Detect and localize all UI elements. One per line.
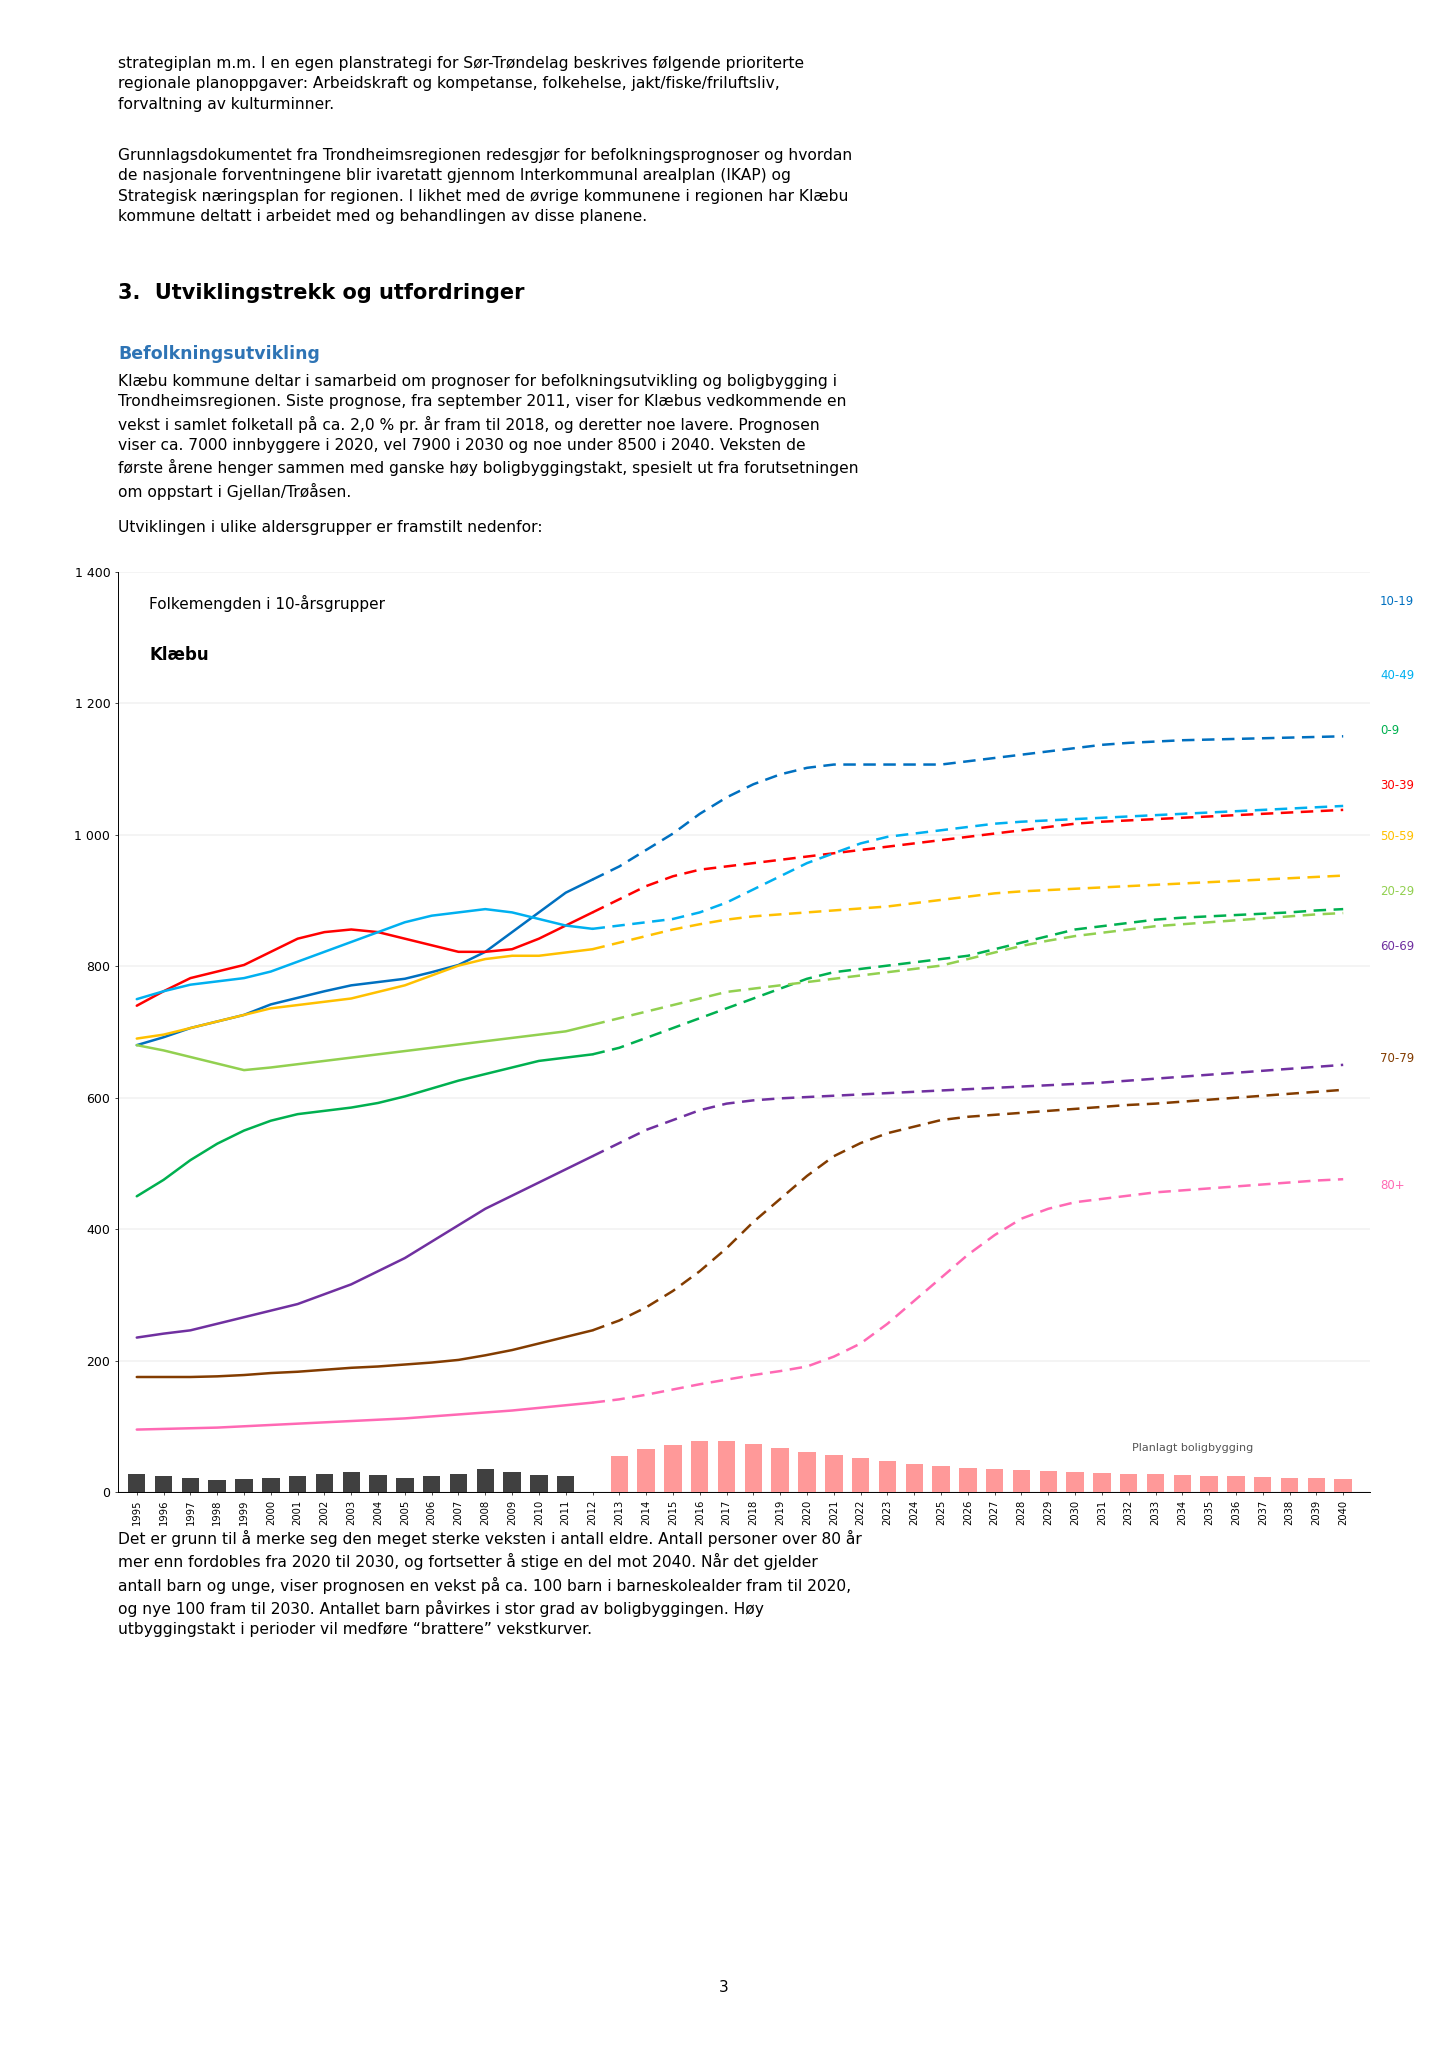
Bar	[1093, 1473, 1111, 1493]
Bar	[1281, 1477, 1299, 1493]
Bar	[262, 1477, 279, 1493]
Bar	[476, 1468, 494, 1493]
Text: Befolkningsutvikling: Befolkningsutvikling	[117, 344, 320, 362]
Bar	[290, 1475, 307, 1493]
Text: 80+: 80+	[1380, 1180, 1405, 1192]
Bar	[1200, 1475, 1218, 1493]
Bar	[637, 1450, 654, 1493]
Bar	[1228, 1477, 1245, 1493]
Bar	[504, 1473, 521, 1493]
Bar	[423, 1475, 440, 1493]
Bar	[397, 1477, 414, 1493]
Bar	[1066, 1473, 1083, 1493]
Text: Planlagt boligbygging: Planlagt boligbygging	[1132, 1444, 1254, 1454]
Bar	[316, 1475, 333, 1493]
Bar	[235, 1479, 253, 1493]
Bar	[798, 1452, 815, 1493]
Text: Utviklingen i ulike aldersgrupper er framstilt nedenfor:: Utviklingen i ulike aldersgrupper er fra…	[117, 520, 543, 535]
Text: 40-49: 40-49	[1380, 668, 1415, 682]
Bar	[181, 1477, 198, 1493]
Bar	[1308, 1479, 1325, 1493]
Text: strategiplan m.m. I en egen planstrategi for Sør-Trøndelag beskrives følgende pr: strategiplan m.m. I en egen planstrategi…	[117, 55, 804, 113]
Bar	[611, 1456, 628, 1493]
Bar	[959, 1468, 976, 1493]
Bar	[1335, 1479, 1352, 1493]
Bar	[905, 1464, 922, 1493]
Text: Grunnlagsdokumentet fra Trondheimsregionen redesgjør for befolkningsprognoser og: Grunnlagsdokumentet fra Trondheimsregion…	[117, 147, 853, 223]
Text: 10-19: 10-19	[1380, 596, 1415, 608]
Bar	[1040, 1470, 1057, 1493]
Bar	[718, 1440, 736, 1493]
Text: 70-79: 70-79	[1380, 1053, 1415, 1065]
Text: Folkemengden i 10-årsgrupper: Folkemengden i 10-årsgrupper	[149, 596, 385, 612]
Bar	[557, 1477, 575, 1493]
Bar	[127, 1475, 145, 1493]
Bar	[450, 1475, 468, 1493]
Text: 60-69: 60-69	[1380, 940, 1415, 952]
Bar	[209, 1481, 226, 1493]
Bar	[155, 1475, 172, 1493]
Text: 0-9: 0-9	[1380, 723, 1399, 737]
Bar	[825, 1454, 843, 1493]
Bar	[851, 1458, 869, 1493]
Bar	[1254, 1477, 1271, 1493]
Bar	[1174, 1475, 1192, 1493]
Text: 30-39: 30-39	[1380, 778, 1415, 793]
Bar	[744, 1444, 762, 1493]
Bar	[343, 1473, 361, 1493]
Text: 3: 3	[720, 1980, 728, 1995]
Bar	[1012, 1470, 1030, 1493]
Text: Klæbu kommune deltar i samarbeid om prognoser for befolkningsutvikling og boligb: Klæbu kommune deltar i samarbeid om prog…	[117, 375, 859, 500]
Bar	[665, 1444, 682, 1493]
Bar	[369, 1475, 387, 1493]
Bar	[691, 1440, 708, 1493]
Bar	[772, 1448, 789, 1493]
Bar	[530, 1475, 547, 1493]
Bar	[879, 1460, 896, 1493]
Bar	[1119, 1475, 1138, 1493]
Text: Klæbu: Klæbu	[149, 645, 209, 664]
Bar	[986, 1468, 1003, 1493]
Bar	[1147, 1475, 1164, 1493]
Text: 20-29: 20-29	[1380, 885, 1415, 897]
Bar	[933, 1466, 950, 1493]
Text: Det er grunn til å merke seg den meget sterke veksten i antall eldre. Antall per: Det er grunn til å merke seg den meget s…	[117, 1530, 862, 1638]
Text: 50-59: 50-59	[1380, 829, 1415, 842]
Text: 3.  Utviklingstrekk og utfordringer: 3. Utviklingstrekk og utfordringer	[117, 283, 524, 303]
